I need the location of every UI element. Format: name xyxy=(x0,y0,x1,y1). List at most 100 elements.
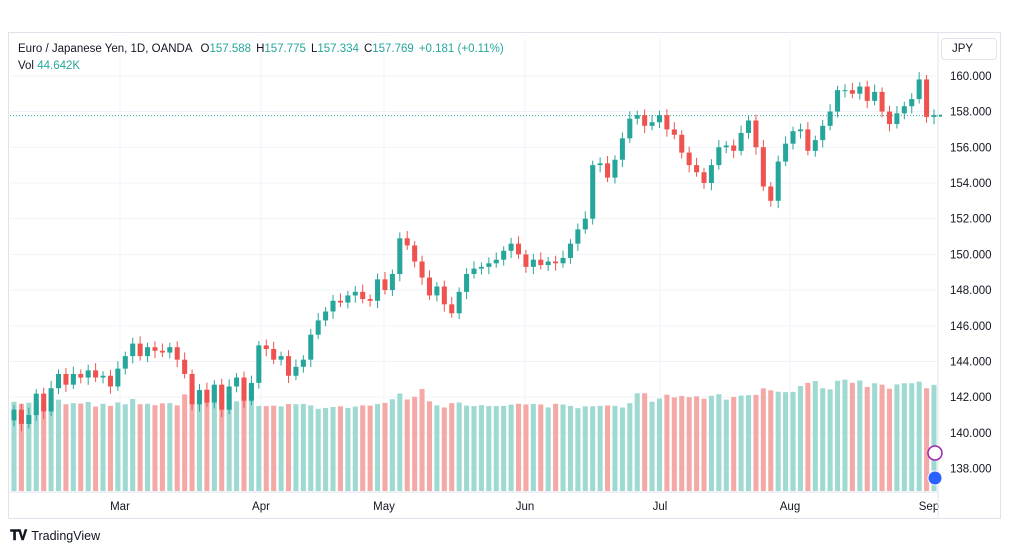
volume-bar xyxy=(271,405,277,491)
volume-bar xyxy=(226,393,232,491)
volume-bar xyxy=(219,386,225,491)
candle-body xyxy=(271,348,277,360)
tradingview-brand[interactable]: 𝐓𝐕 TradingView xyxy=(10,527,100,544)
candle-body xyxy=(590,165,596,219)
candle-body xyxy=(849,90,855,94)
volume-bar xyxy=(649,401,655,491)
volume-bar xyxy=(152,405,158,491)
high-value: 157.775 xyxy=(264,43,306,55)
volume-bar xyxy=(55,399,62,491)
volume-bar xyxy=(293,404,299,491)
volume-bar xyxy=(879,384,885,491)
volume-bar xyxy=(167,403,173,491)
candle-body xyxy=(18,409,24,424)
volume-bar xyxy=(560,404,566,491)
volume-bar xyxy=(285,404,292,491)
volume-bar xyxy=(634,393,640,491)
volume-bar xyxy=(671,397,677,491)
volume-bar xyxy=(196,397,203,491)
candle-body xyxy=(753,120,759,148)
symbol-title[interactable]: Euro / Japanese Yen, 1D, OANDA xyxy=(18,43,193,55)
price-axis-label: 160.000 xyxy=(950,71,992,83)
candle-body xyxy=(11,409,17,421)
candle-body xyxy=(686,152,692,166)
volume-label: Vol xyxy=(18,60,34,72)
candle-body xyxy=(115,368,121,387)
volume-bar xyxy=(501,405,507,491)
candle-body xyxy=(701,172,707,183)
volume-bar xyxy=(738,395,744,491)
candle-body xyxy=(323,311,329,321)
candle-body xyxy=(790,131,796,144)
event-lightning-icon[interactable] xyxy=(927,445,943,461)
volume-bar xyxy=(872,383,878,491)
candle-body xyxy=(122,356,128,369)
volume-bar xyxy=(679,396,685,491)
volume-value: 44.642K xyxy=(37,60,81,72)
volume-bar xyxy=(63,404,69,491)
candle-body xyxy=(159,350,165,353)
volume-bar xyxy=(909,383,915,491)
candle-body xyxy=(441,286,447,305)
candle-body xyxy=(449,304,455,314)
candle-body xyxy=(864,86,870,101)
volume-bar xyxy=(597,405,603,491)
candle-body xyxy=(70,373,76,385)
volume-bar xyxy=(248,385,254,491)
candle-body xyxy=(337,300,343,303)
volume-bar xyxy=(916,381,922,491)
volume-bar xyxy=(85,401,91,491)
candle-body xyxy=(493,259,499,264)
volume-bar xyxy=(352,406,358,491)
candle-body xyxy=(716,147,722,166)
candle-body xyxy=(694,165,700,173)
volume-bar xyxy=(612,405,618,491)
volume-bar xyxy=(404,399,410,491)
candle-body xyxy=(501,250,507,260)
candle-body xyxy=(471,268,477,274)
candle-body xyxy=(293,366,299,376)
event-dividend-icon[interactable] xyxy=(927,470,943,486)
candle-body xyxy=(553,261,559,264)
price-axis-label: 142.000 xyxy=(950,392,992,404)
candle-body xyxy=(605,163,611,178)
candle-body xyxy=(389,274,395,291)
volume-bar xyxy=(575,408,581,491)
volume-bar xyxy=(642,393,648,491)
candle-body xyxy=(137,343,143,357)
volume-bar xyxy=(857,380,863,491)
price-axis-label: 154.000 xyxy=(950,178,992,190)
volume-bar xyxy=(145,403,151,491)
currency-button[interactable]: JPY xyxy=(941,38,997,60)
candle-body xyxy=(738,132,744,151)
volume-bar xyxy=(605,405,611,491)
time-axis-label: Aug xyxy=(780,501,800,513)
volume-bar xyxy=(70,403,76,491)
candle-body xyxy=(263,345,269,349)
candle-body xyxy=(508,243,514,251)
candle-body xyxy=(397,238,403,274)
volume-bar xyxy=(582,406,588,491)
volume-bar xyxy=(345,407,351,491)
volume-bar xyxy=(545,407,551,491)
volume-bar xyxy=(449,403,455,491)
candle-body xyxy=(93,370,99,378)
candle-body xyxy=(627,118,633,139)
volume-bar xyxy=(419,388,425,491)
volume-bar xyxy=(931,384,937,491)
volume-bar xyxy=(894,384,900,491)
volume-bar xyxy=(686,397,692,491)
volume-bar xyxy=(508,404,514,491)
candle-body xyxy=(48,388,54,412)
close-value: 157.769 xyxy=(372,43,414,55)
candle-body xyxy=(842,90,848,92)
candle-body xyxy=(107,375,113,387)
candle-body xyxy=(656,115,663,123)
candle-body xyxy=(234,377,240,387)
candle-body xyxy=(909,99,915,107)
volume-bar xyxy=(790,391,796,491)
candle-body xyxy=(924,79,930,117)
volume-bar xyxy=(337,406,343,491)
volume-bar xyxy=(323,407,329,491)
